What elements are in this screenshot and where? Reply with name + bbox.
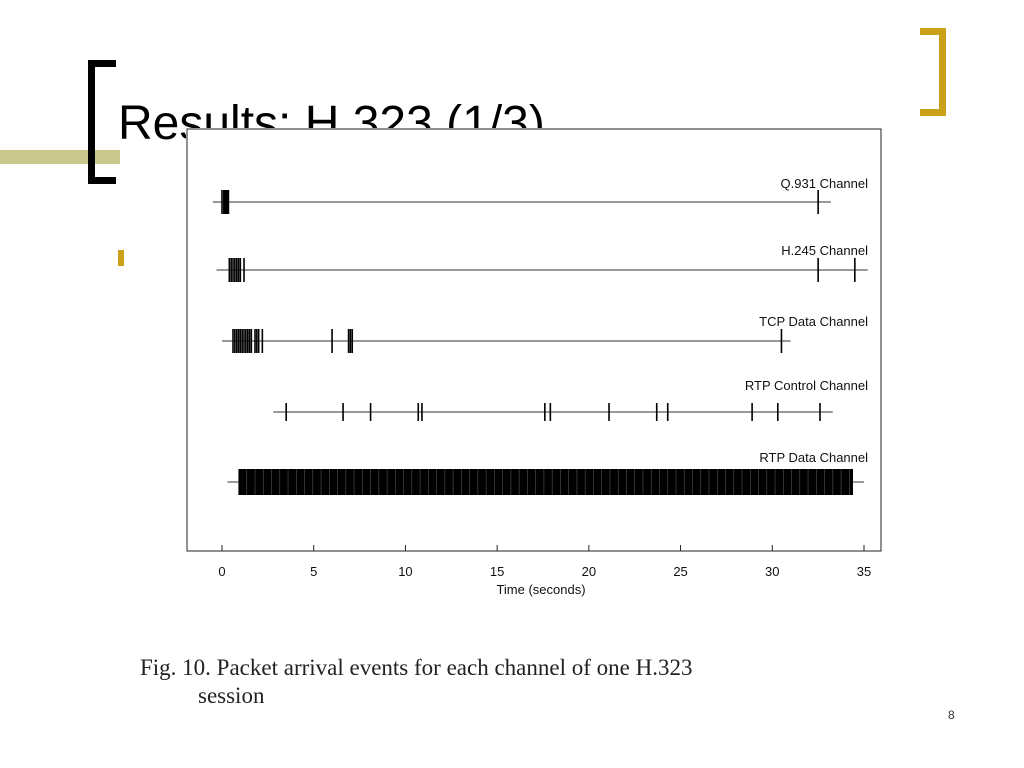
x-tick-label: 0 — [218, 564, 225, 579]
series-label: RTP Control Channel — [745, 378, 868, 393]
series-label: RTP Data Channel — [759, 450, 868, 465]
series-label: H.245 Channel — [781, 243, 868, 258]
x-axis-label: Time (seconds) — [496, 582, 585, 597]
caption-line-2: session — [198, 683, 265, 708]
series-label: Q.931 Channel — [781, 176, 869, 191]
series-1: H.245 Channel — [216, 243, 868, 282]
event-band — [238, 469, 853, 495]
bullet-marker — [118, 250, 124, 266]
left-bracket-decoration — [88, 60, 116, 184]
series-2: TCP Data Channel — [222, 314, 868, 353]
x-tick-label: 5 — [310, 564, 317, 579]
page-number: 8 — [948, 708, 955, 722]
x-tick-label: 20 — [582, 564, 596, 579]
series-3: RTP Control Channel — [273, 378, 868, 421]
figure-caption: Fig. 10. Packet arrival events for each … — [140, 654, 940, 710]
caption-line-1: Fig. 10. Packet arrival events for each … — [140, 655, 693, 680]
packet-arrival-chart: Q.931 Channel H.245 Channel TCP Data Chann… — [186, 128, 882, 614]
x-tick-label: 25 — [673, 564, 687, 579]
series-4: RTP Data Channel — [227, 450, 868, 495]
x-tick-label: 15 — [490, 564, 504, 579]
x-tick-label: 35 — [857, 564, 871, 579]
chart-svg: Q.931 Channel H.245 Channel TCP Data Chann… — [186, 128, 882, 597]
series-label: TCP Data Channel — [759, 314, 868, 329]
series-0: Q.931 Channel — [212, 176, 869, 214]
x-tick-label: 30 — [765, 564, 779, 579]
plot-frame — [186, 128, 882, 552]
right-bracket-decoration — [920, 28, 946, 116]
x-tick-label: 10 — [398, 564, 412, 579]
